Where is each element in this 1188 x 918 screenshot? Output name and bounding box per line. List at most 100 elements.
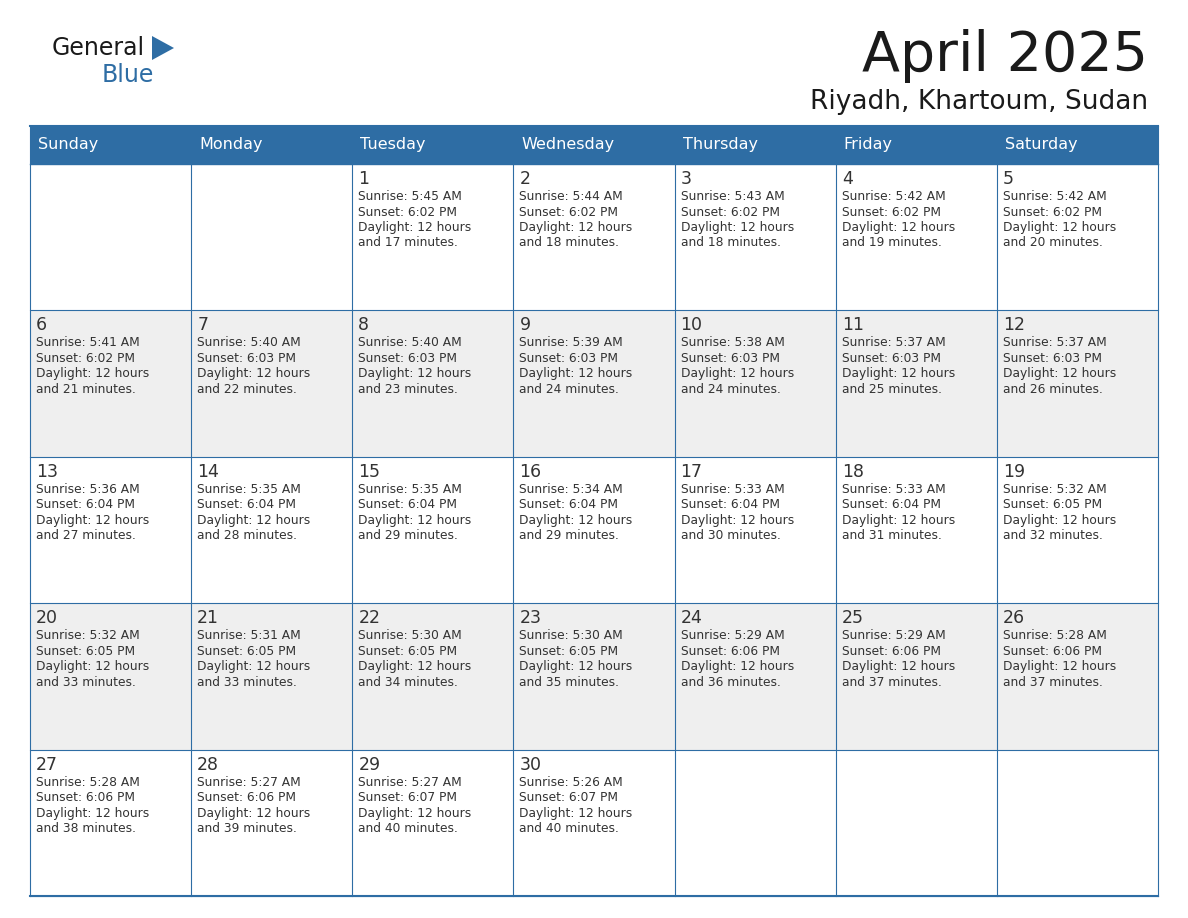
Text: 20: 20 (36, 610, 58, 627)
Text: Daylight: 12 hours: Daylight: 12 hours (359, 221, 472, 234)
Text: and 29 minutes.: and 29 minutes. (519, 530, 619, 543)
Bar (835, 457, 997, 603)
Text: Sunrise: 5:33 AM: Sunrise: 5:33 AM (681, 483, 784, 496)
Text: Sunday: Sunday (38, 138, 99, 152)
Text: and 33 minutes.: and 33 minutes. (197, 676, 297, 688)
Bar (675, 603, 835, 750)
Bar (997, 164, 1158, 310)
Text: Sunset: 6:04 PM: Sunset: 6:04 PM (842, 498, 941, 511)
Text: and 23 minutes.: and 23 minutes. (359, 383, 459, 396)
Text: Monday: Monday (200, 138, 263, 152)
Bar (30, 457, 191, 603)
Text: Sunset: 6:03 PM: Sunset: 6:03 PM (519, 352, 619, 364)
Bar (353, 750, 513, 896)
Text: Sunset: 6:06 PM: Sunset: 6:06 PM (1003, 644, 1101, 657)
Text: Sunset: 6:05 PM: Sunset: 6:05 PM (197, 644, 296, 657)
Text: 27: 27 (36, 756, 58, 774)
Text: Sunset: 6:03 PM: Sunset: 6:03 PM (1003, 352, 1101, 364)
Text: Sunrise: 5:28 AM: Sunrise: 5:28 AM (36, 776, 140, 789)
Bar (835, 603, 997, 750)
Text: 29: 29 (359, 756, 380, 774)
Bar (30, 603, 191, 750)
Text: and 33 minutes.: and 33 minutes. (36, 676, 135, 688)
Text: 4: 4 (842, 170, 853, 188)
Text: 7: 7 (197, 317, 208, 334)
Text: Sunset: 6:06 PM: Sunset: 6:06 PM (36, 791, 135, 804)
Text: Tuesday: Tuesday (360, 138, 425, 152)
Text: Daylight: 12 hours: Daylight: 12 hours (36, 367, 150, 380)
Text: 15: 15 (359, 463, 380, 481)
Text: Daylight: 12 hours: Daylight: 12 hours (842, 221, 955, 234)
Text: and 35 minutes.: and 35 minutes. (519, 676, 619, 688)
Polygon shape (152, 36, 173, 60)
Text: and 22 minutes.: and 22 minutes. (197, 383, 297, 396)
Text: Daylight: 12 hours: Daylight: 12 hours (1003, 367, 1116, 380)
Text: Daylight: 12 hours: Daylight: 12 hours (681, 660, 794, 673)
Text: Sunset: 6:07 PM: Sunset: 6:07 PM (359, 791, 457, 804)
Text: 28: 28 (197, 756, 219, 774)
Text: Sunrise: 5:33 AM: Sunrise: 5:33 AM (842, 483, 946, 496)
Bar (353, 310, 513, 457)
Text: Sunset: 6:02 PM: Sunset: 6:02 PM (519, 206, 619, 218)
Text: and 24 minutes.: and 24 minutes. (519, 383, 619, 396)
Text: and 32 minutes.: and 32 minutes. (1003, 530, 1102, 543)
Text: Riyadh, Khartoum, Sudan: Riyadh, Khartoum, Sudan (810, 89, 1148, 115)
Text: Daylight: 12 hours: Daylight: 12 hours (197, 514, 310, 527)
Text: and 20 minutes.: and 20 minutes. (1003, 237, 1102, 250)
Text: Sunrise: 5:30 AM: Sunrise: 5:30 AM (359, 629, 462, 643)
Text: Sunset: 6:02 PM: Sunset: 6:02 PM (842, 206, 941, 218)
Text: Sunrise: 5:26 AM: Sunrise: 5:26 AM (519, 776, 624, 789)
Text: Sunrise: 5:45 AM: Sunrise: 5:45 AM (359, 190, 462, 203)
Bar (675, 457, 835, 603)
Text: Daylight: 12 hours: Daylight: 12 hours (519, 221, 633, 234)
Bar (353, 164, 513, 310)
Text: and 29 minutes.: and 29 minutes. (359, 530, 459, 543)
Text: Sunset: 6:04 PM: Sunset: 6:04 PM (36, 498, 135, 511)
Text: Sunrise: 5:28 AM: Sunrise: 5:28 AM (1003, 629, 1107, 643)
Text: and 25 minutes.: and 25 minutes. (842, 383, 942, 396)
Bar (513, 750, 675, 896)
Text: and 37 minutes.: and 37 minutes. (1003, 676, 1102, 688)
Text: Saturday: Saturday (1005, 138, 1078, 152)
Bar (191, 164, 353, 310)
Text: Sunset: 6:04 PM: Sunset: 6:04 PM (359, 498, 457, 511)
Text: Daylight: 12 hours: Daylight: 12 hours (842, 367, 955, 380)
Text: Sunset: 6:05 PM: Sunset: 6:05 PM (36, 644, 135, 657)
Text: Daylight: 12 hours: Daylight: 12 hours (681, 367, 794, 380)
Text: Sunrise: 5:35 AM: Sunrise: 5:35 AM (359, 483, 462, 496)
Bar (191, 310, 353, 457)
Text: and 31 minutes.: and 31 minutes. (842, 530, 942, 543)
Text: Sunrise: 5:42 AM: Sunrise: 5:42 AM (1003, 190, 1106, 203)
Text: Daylight: 12 hours: Daylight: 12 hours (681, 514, 794, 527)
Text: 1: 1 (359, 170, 369, 188)
Bar (997, 750, 1158, 896)
Text: Sunset: 6:02 PM: Sunset: 6:02 PM (681, 206, 779, 218)
Bar (513, 457, 675, 603)
Text: Daylight: 12 hours: Daylight: 12 hours (197, 660, 310, 673)
Bar (513, 603, 675, 750)
Text: Daylight: 12 hours: Daylight: 12 hours (1003, 660, 1116, 673)
Text: Daylight: 12 hours: Daylight: 12 hours (519, 367, 633, 380)
Text: 11: 11 (842, 317, 864, 334)
Text: Sunrise: 5:39 AM: Sunrise: 5:39 AM (519, 336, 624, 350)
Text: Sunset: 6:06 PM: Sunset: 6:06 PM (197, 791, 296, 804)
Text: Sunset: 6:03 PM: Sunset: 6:03 PM (681, 352, 779, 364)
Text: 12: 12 (1003, 317, 1025, 334)
Text: 22: 22 (359, 610, 380, 627)
Text: 30: 30 (519, 756, 542, 774)
Bar (997, 310, 1158, 457)
Text: Daylight: 12 hours: Daylight: 12 hours (359, 807, 472, 820)
Bar (30, 750, 191, 896)
Text: Sunrise: 5:34 AM: Sunrise: 5:34 AM (519, 483, 624, 496)
Text: Sunrise: 5:37 AM: Sunrise: 5:37 AM (842, 336, 946, 350)
Text: Sunrise: 5:40 AM: Sunrise: 5:40 AM (359, 336, 462, 350)
Bar (513, 310, 675, 457)
Bar (835, 310, 997, 457)
Text: and 28 minutes.: and 28 minutes. (197, 530, 297, 543)
Text: Sunset: 6:05 PM: Sunset: 6:05 PM (519, 644, 619, 657)
Text: Sunrise: 5:35 AM: Sunrise: 5:35 AM (197, 483, 301, 496)
Text: 24: 24 (681, 610, 702, 627)
Text: and 40 minutes.: and 40 minutes. (519, 823, 619, 835)
Text: and 38 minutes.: and 38 minutes. (36, 823, 135, 835)
Text: Daylight: 12 hours: Daylight: 12 hours (359, 367, 472, 380)
